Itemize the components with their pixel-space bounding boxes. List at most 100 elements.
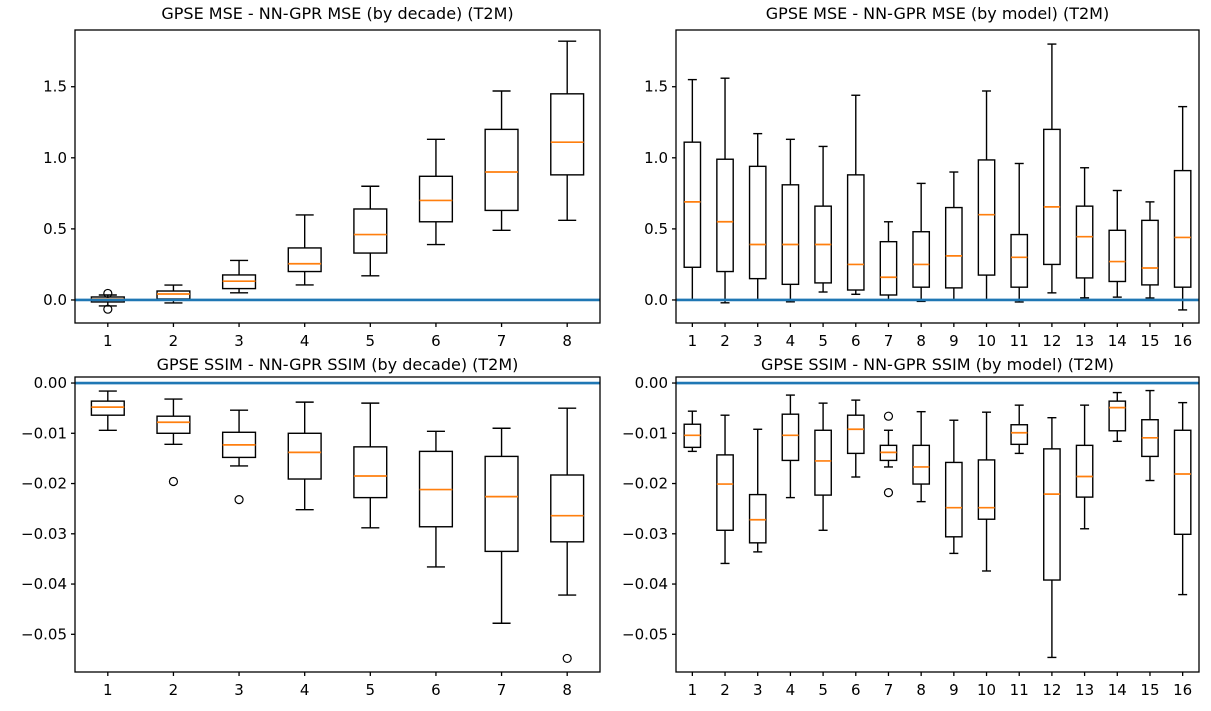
y-tick-label: −0.03 (622, 525, 668, 543)
x-tick-label: 1 (103, 681, 113, 699)
box-3 (221, 259, 257, 294)
iqr-box (287, 432, 322, 480)
panel-mse-by-model: GPSE MSE - NN-GPR MSE (by model) (T2M) 0… (620, 0, 1211, 355)
x-tick-label: 5 (818, 681, 828, 699)
x-tick-label: 8 (916, 332, 926, 350)
y-tick-label: −0.04 (21, 575, 67, 593)
box-10 (977, 90, 996, 301)
box-1 (683, 78, 702, 301)
box-5 (814, 145, 832, 293)
x-tick-label: 15 (1140, 681, 1159, 699)
x-tick-label: 4 (786, 681, 796, 699)
iqr-box (1010, 424, 1029, 446)
iqr-box (1075, 444, 1094, 498)
iqr-box (156, 290, 191, 300)
box-16 (1173, 401, 1192, 596)
iqr-box (1043, 448, 1061, 581)
iqr-box (748, 493, 767, 544)
box-4 (781, 394, 800, 499)
x-tick-label: 16 (1173, 332, 1192, 350)
x-tick-label: 3 (753, 332, 763, 350)
iqr-box (912, 231, 931, 288)
x-tick-label: 12 (1042, 681, 1061, 699)
box-9 (944, 171, 963, 301)
x-tick-label: 14 (1108, 332, 1127, 350)
iqr-box (156, 415, 191, 434)
y-tick-label: −0.01 (622, 424, 668, 442)
y-tick-label: −0.03 (21, 525, 67, 543)
iqr-box (683, 141, 702, 268)
box-6 (418, 430, 454, 568)
x-tick-label: 3 (234, 681, 244, 699)
x-tick-label: 4 (786, 332, 796, 350)
x-tick-label: 16 (1173, 681, 1192, 699)
box-5 (353, 402, 388, 529)
x-tick-label: 15 (1140, 332, 1159, 350)
x-tick-label: 7 (497, 332, 507, 350)
outlier-marker (168, 476, 179, 487)
iqr-box (1141, 219, 1159, 286)
iqr-box (781, 413, 800, 462)
x-tick-label: 2 (720, 681, 730, 699)
box-2 (156, 398, 191, 487)
x-tick-label: 7 (884, 332, 894, 350)
x-tick-label: 6 (431, 681, 441, 699)
x-tick-label: 1 (688, 332, 698, 350)
iqr-box (353, 208, 388, 254)
boxplot-svg-mse-by-model: 0.00.51.01.51 2 3 4 5 6 7 8 9 10 11 12 13 14 15 16 (644, 29, 1200, 350)
box-11 (1010, 162, 1029, 303)
y-tick-label: 1.5 (644, 78, 668, 96)
x-tick-label: 12 (1042, 332, 1061, 350)
outlier-marker (234, 495, 244, 505)
x-tick-label: 2 (720, 332, 730, 350)
iqr-box (550, 474, 585, 543)
x-tick-label: 8 (916, 681, 926, 699)
x-tick-label: 9 (949, 332, 959, 350)
iqr-box (484, 455, 519, 553)
iqr-box (846, 174, 865, 291)
box-7 (484, 427, 519, 624)
box-3 (221, 409, 257, 505)
y-tick-label: 0.5 (644, 220, 668, 238)
box-15 (1141, 389, 1159, 482)
y-tick-label: 1.5 (43, 78, 67, 96)
boxplot-svg-ssim-by-model: 0.00−0.01−0.02−0.03−0.04−0.051 2 3 4 5 6 7 8 9 10… (622, 374, 1200, 699)
box-4 (287, 401, 322, 511)
box-6 (846, 94, 865, 295)
iqr-box (1173, 429, 1192, 535)
chart-title-ssim-by-model: GPSE SSIM - NN-GPR SSIM (by model) (T2M) (761, 355, 1114, 374)
box-7 (879, 221, 898, 301)
box-1 (90, 288, 125, 314)
x-tick-label: 8 (562, 681, 572, 699)
box-9 (944, 419, 963, 555)
box-12 (1043, 417, 1061, 659)
outlier-marker (562, 653, 572, 664)
box-3 (748, 132, 767, 301)
y-tick-label: −0.04 (622, 575, 668, 593)
x-tick-label: 3 (234, 332, 244, 350)
box-8 (550, 407, 585, 664)
iqr-box (1075, 205, 1094, 279)
box-12 (1043, 43, 1061, 294)
x-tick-label: 7 (497, 681, 507, 699)
x-tick-label: 4 (300, 681, 310, 699)
box-8 (912, 410, 931, 503)
box-5 (353, 185, 388, 277)
box-3 (748, 428, 767, 553)
iqr-box (287, 247, 322, 273)
y-tick-label: 0.0 (644, 291, 668, 309)
x-tick-label: 11 (1010, 681, 1029, 699)
y-tick-label: 0.0 (43, 291, 67, 309)
x-tick-label: 5 (366, 332, 376, 350)
chart-title-mse-by-decade: GPSE MSE - NN-GPR MSE (by decade) (T2M) (161, 4, 514, 23)
x-tick-label: 14 (1108, 681, 1127, 699)
iqr-box (814, 429, 832, 496)
iqr-box (944, 206, 963, 289)
iqr-box (1010, 233, 1029, 288)
outlier-marker (883, 411, 894, 421)
y-tick-label: 0.00 (635, 374, 668, 392)
y-tick-label: 1.0 (43, 149, 67, 167)
panel-ssim-by-model: GPSE SSIM - NN-GPR SSIM (by model) (T2M)… (620, 355, 1211, 711)
boxplot-svg-mse-by-decade: 0.0 0.5 1.0 1.5 1 2 3 4 5 6 7 8 (43, 29, 601, 350)
box-6 (846, 399, 865, 478)
